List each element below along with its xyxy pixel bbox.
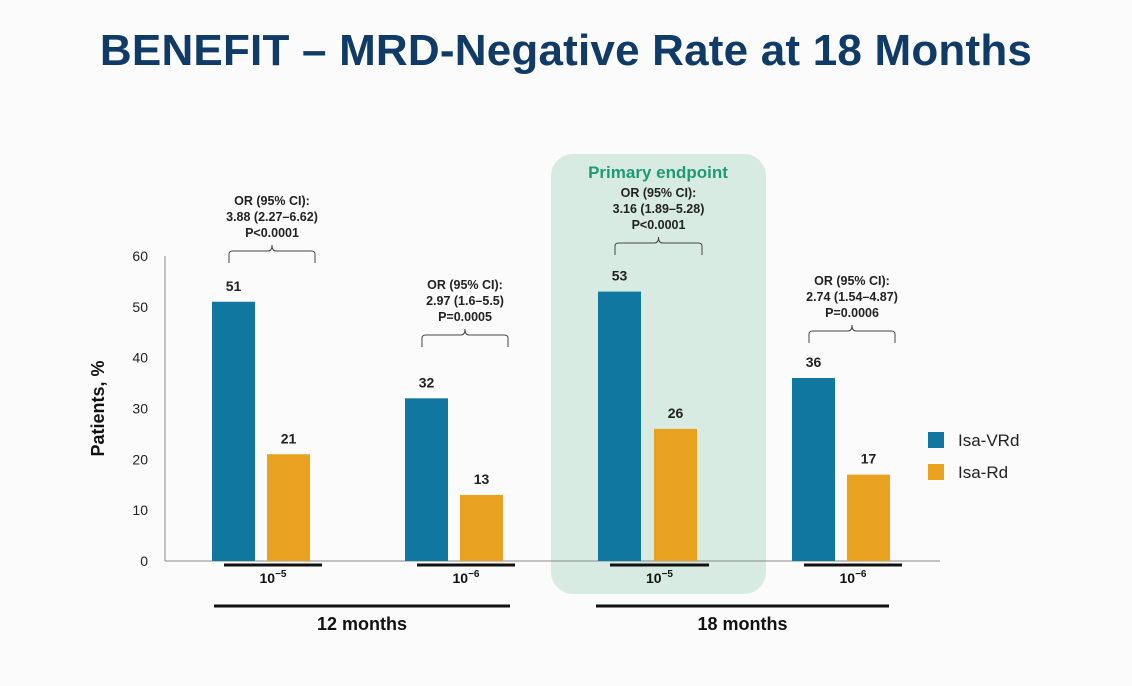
page-title: BENEFIT – MRD-Negative Rate at 18 Months [99, 26, 1033, 75]
bar-value-label: 26 [668, 405, 684, 421]
x-category-label: 10−5 [260, 569, 287, 586]
x-group-label: 12 months [317, 614, 407, 634]
bar-isa-vrd [405, 398, 448, 561]
odds-ratio-annotation: OR (95% CI): [814, 274, 890, 288]
y-tick-label: 40 [132, 350, 148, 366]
annotation-bracket [228, 244, 316, 263]
y-tick-label: 20 [132, 451, 148, 467]
bar-isa-rd [654, 428, 697, 561]
bar-value-label: 17 [861, 451, 877, 467]
odds-ratio-annotation: OR (95% CI): [427, 278, 503, 292]
bar-value-label: 53 [612, 268, 628, 284]
odds-ratio-annotation: 2.97 (1.6–5.5) [426, 294, 504, 308]
primary-endpoint-label: Primary endpoint [588, 163, 728, 182]
x-category-label: 10−6 [453, 569, 480, 586]
x-category-label: 10−6 [840, 569, 867, 586]
legend-label: Isa-Rd [958, 463, 1008, 482]
y-tick-label: 30 [132, 401, 148, 417]
odds-ratio-annotation: 3.88 (2.27–6.62) [226, 210, 318, 224]
legend-swatch-isa-rd [928, 464, 944, 480]
bar-isa-rd [460, 494, 503, 561]
bar-value-label: 13 [474, 471, 490, 487]
x-group-label: 18 months [697, 614, 787, 634]
bar-isa-rd [267, 454, 310, 561]
annotation-bracket [421, 328, 509, 347]
x-category-label: 10−5 [646, 569, 673, 586]
odds-ratio-annotation: P<0.0001 [632, 218, 686, 232]
odds-ratio-annotation: P=0.0006 [825, 306, 879, 320]
bar-value-label: 32 [419, 374, 435, 390]
y-tick-label: 50 [132, 299, 148, 315]
y-axis-title: Patients, % [88, 360, 108, 456]
bar-isa-vrd [792, 378, 835, 561]
bar-value-label: 36 [806, 354, 822, 370]
y-tick-label: 60 [132, 248, 148, 264]
bar-isa-vrd [598, 291, 641, 561]
odds-ratio-annotation: P=0.0005 [438, 310, 492, 324]
bar-value-label: 21 [281, 430, 297, 446]
annotation-bracket [808, 324, 896, 343]
bar-isa-rd [847, 474, 890, 561]
annotation-bracket [614, 236, 703, 255]
bar-isa-vrd [212, 301, 255, 561]
y-tick-label: 10 [132, 502, 148, 518]
y-tick-label: 0 [140, 553, 148, 569]
odds-ratio-annotation: 3.16 (1.89–5.28) [613, 202, 705, 216]
odds-ratio-annotation: P<0.0001 [245, 226, 299, 240]
legend-swatch-isa-vrd [928, 432, 944, 448]
odds-ratio-annotation: OR (95% CI): [234, 194, 310, 208]
bar-value-label: 51 [226, 278, 242, 294]
odds-ratio-annotation: 2.74 (1.54–4.87) [806, 290, 898, 304]
odds-ratio-annotation: OR (95% CI): [621, 186, 697, 200]
legend-label: Isa-VRd [958, 431, 1019, 450]
